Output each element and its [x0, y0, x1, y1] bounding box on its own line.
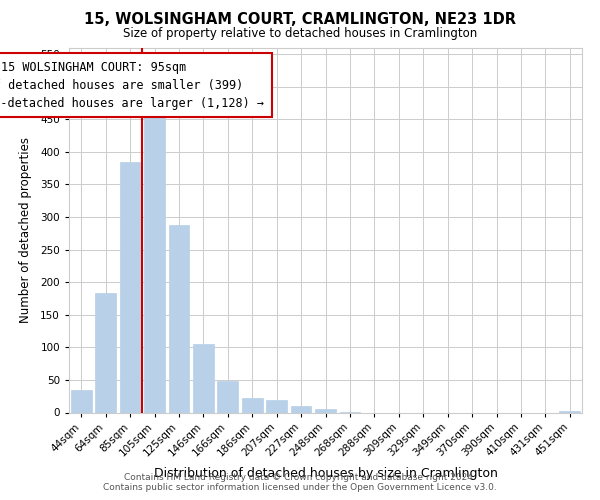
- Text: Contains HM Land Registry data © Crown copyright and database right 2024.
Contai: Contains HM Land Registry data © Crown c…: [103, 473, 497, 492]
- Bar: [169, 226, 190, 412]
- Bar: [119, 162, 140, 412]
- Bar: [290, 406, 311, 412]
- Bar: [71, 390, 92, 412]
- X-axis label: Distribution of detached houses by size in Cramlington: Distribution of detached houses by size …: [154, 466, 497, 479]
- Bar: [242, 398, 263, 412]
- Bar: [315, 408, 336, 412]
- Bar: [95, 293, 116, 412]
- Bar: [266, 400, 287, 412]
- Text: 15, WOLSINGHAM COURT, CRAMLINGTON, NE23 1DR: 15, WOLSINGHAM COURT, CRAMLINGTON, NE23 …: [84, 12, 516, 28]
- Bar: [193, 344, 214, 412]
- Bar: [559, 411, 580, 412]
- Text: 15 WOLSINGHAM COURT: 95sqm
← 26% of detached houses are smaller (399)
74% of sem: 15 WOLSINGHAM COURT: 95sqm ← 26% of deta…: [0, 60, 265, 110]
- Bar: [217, 380, 238, 412]
- Bar: [144, 114, 165, 412]
- Text: Size of property relative to detached houses in Cramlington: Size of property relative to detached ho…: [123, 28, 477, 40]
- Y-axis label: Number of detached properties: Number of detached properties: [19, 137, 32, 323]
